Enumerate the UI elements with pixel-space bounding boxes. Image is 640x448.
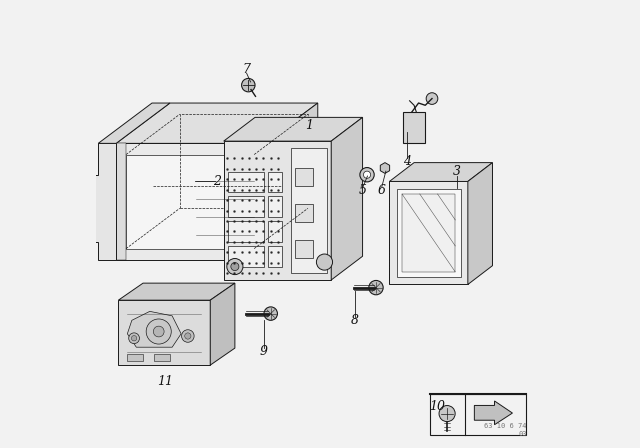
Polygon shape [269,221,282,241]
Circle shape [231,263,239,271]
Polygon shape [92,143,116,260]
Polygon shape [295,204,313,222]
Polygon shape [228,246,264,267]
Polygon shape [295,168,313,186]
Circle shape [227,258,243,275]
Polygon shape [228,172,264,192]
Circle shape [185,333,191,339]
Polygon shape [380,163,390,173]
Polygon shape [291,148,326,273]
Polygon shape [126,155,254,249]
Circle shape [242,78,255,92]
Polygon shape [118,283,235,300]
Text: 7: 7 [242,63,250,76]
Circle shape [316,254,333,270]
Text: 1: 1 [305,119,313,132]
Polygon shape [269,246,282,267]
Text: 9: 9 [260,345,268,358]
Polygon shape [116,143,126,260]
Polygon shape [332,117,362,280]
Polygon shape [223,117,362,141]
Circle shape [264,307,278,320]
Polygon shape [210,283,235,365]
Circle shape [129,333,140,344]
Polygon shape [269,172,282,192]
Text: 3: 3 [452,164,461,178]
Polygon shape [223,141,332,280]
Circle shape [146,319,172,344]
Text: 10: 10 [429,400,445,414]
Polygon shape [127,354,143,361]
Polygon shape [397,189,461,277]
Text: 2: 2 [213,175,221,188]
Circle shape [369,280,383,295]
Circle shape [131,336,137,341]
Circle shape [154,326,164,337]
Polygon shape [116,143,264,260]
Polygon shape [98,103,170,143]
Text: 6: 6 [378,184,385,197]
Polygon shape [402,194,455,272]
Polygon shape [264,103,317,260]
Text: 5: 5 [358,184,367,197]
Polygon shape [269,196,282,217]
Polygon shape [389,163,493,181]
Circle shape [182,330,194,342]
Polygon shape [127,311,181,347]
Text: 8: 8 [351,314,359,327]
Polygon shape [118,300,210,365]
Polygon shape [116,103,317,143]
Polygon shape [295,240,313,258]
Polygon shape [228,196,264,217]
Circle shape [360,168,374,182]
Polygon shape [228,221,264,241]
Polygon shape [154,354,170,361]
Circle shape [426,93,438,104]
Polygon shape [468,163,493,284]
Text: 63 10 6 74
03: 63 10 6 74 03 [484,423,527,437]
Text: 4: 4 [403,155,412,168]
Polygon shape [474,401,513,425]
Text: 11: 11 [157,375,173,388]
Polygon shape [403,112,425,143]
Polygon shape [389,181,468,284]
Circle shape [364,171,371,178]
Circle shape [439,405,455,422]
